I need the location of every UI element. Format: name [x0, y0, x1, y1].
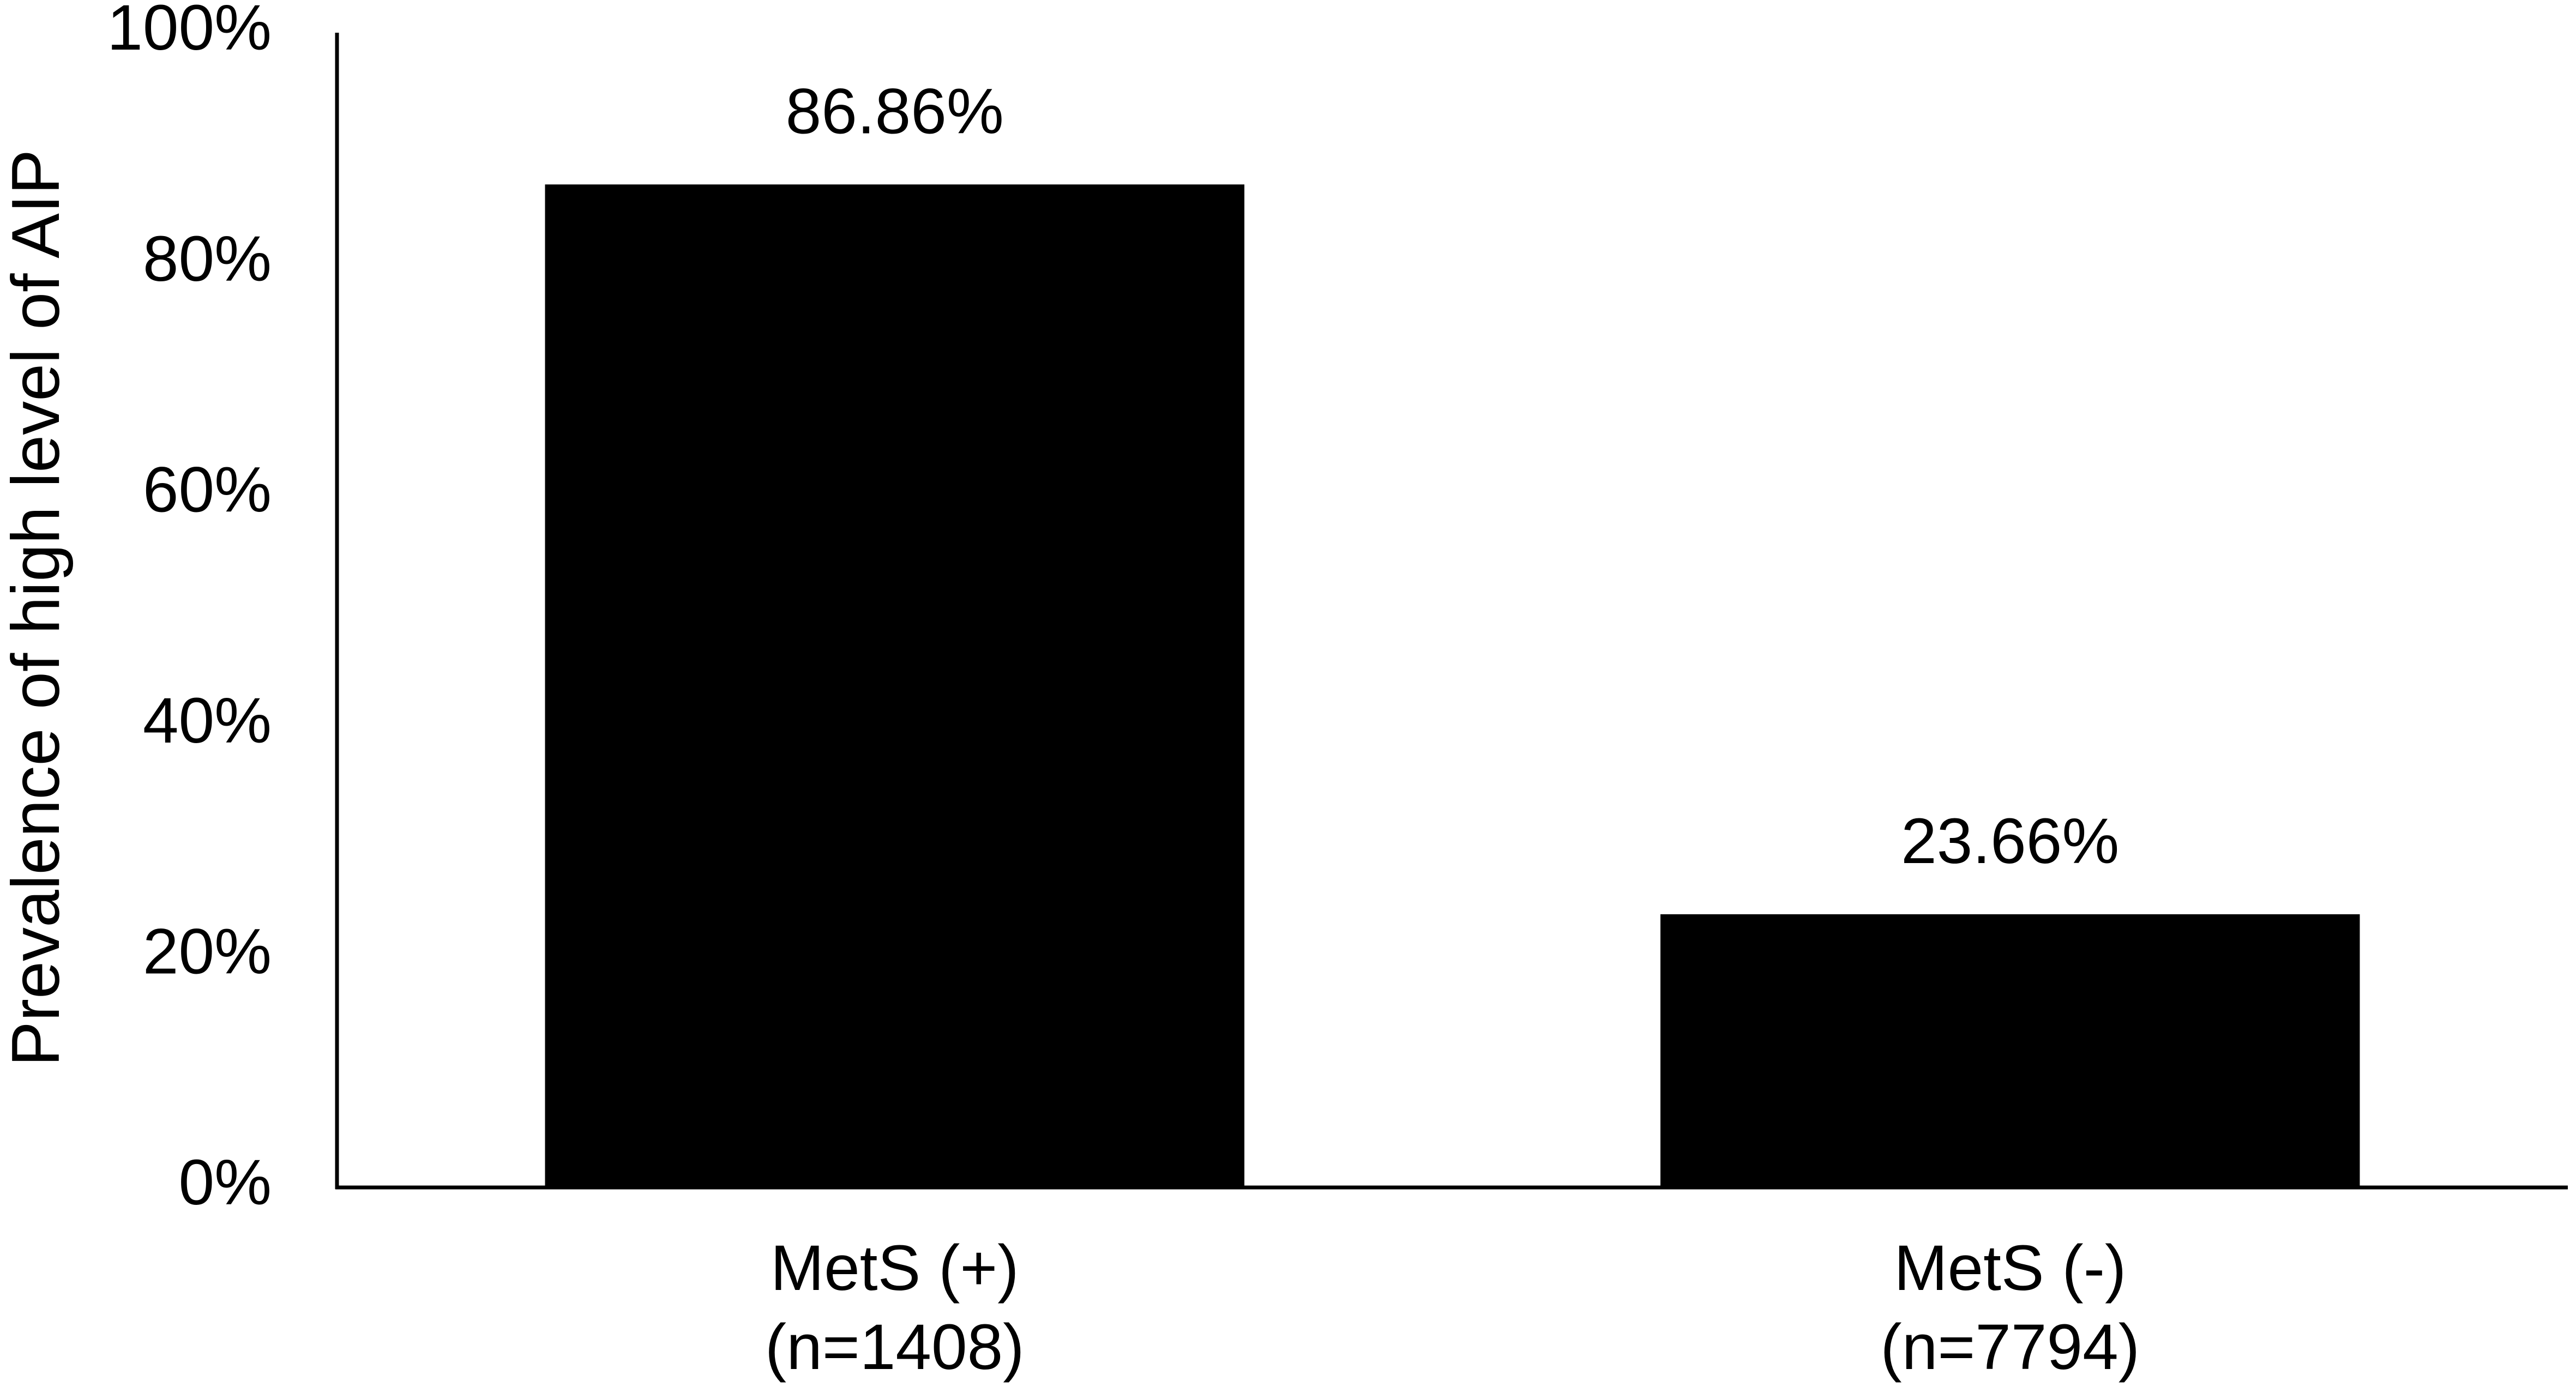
y-tick-label: 40%: [143, 685, 272, 757]
x-tick-label: (n=7794): [1880, 1311, 2140, 1383]
y-axis-title: Prevalence of high level of AIP: [0, 149, 74, 1066]
y-tick-label: 0%: [178, 1147, 272, 1219]
value-label: 86.86%: [786, 75, 1004, 147]
x-tick-label: MetS (+): [771, 1232, 1019, 1304]
bar: [1660, 914, 2360, 1187]
x-tick-label: (n=1408): [765, 1311, 1025, 1383]
bar: [545, 184, 1245, 1188]
x-tick-label: MetS (-): [1894, 1232, 2126, 1304]
y-tick-label: 60%: [143, 454, 272, 526]
value-label: 23.66%: [1901, 805, 2119, 877]
y-tick-label: 80%: [143, 223, 272, 295]
y-tick-label: 100%: [107, 0, 272, 64]
y-tick-label: 20%: [143, 916, 272, 988]
